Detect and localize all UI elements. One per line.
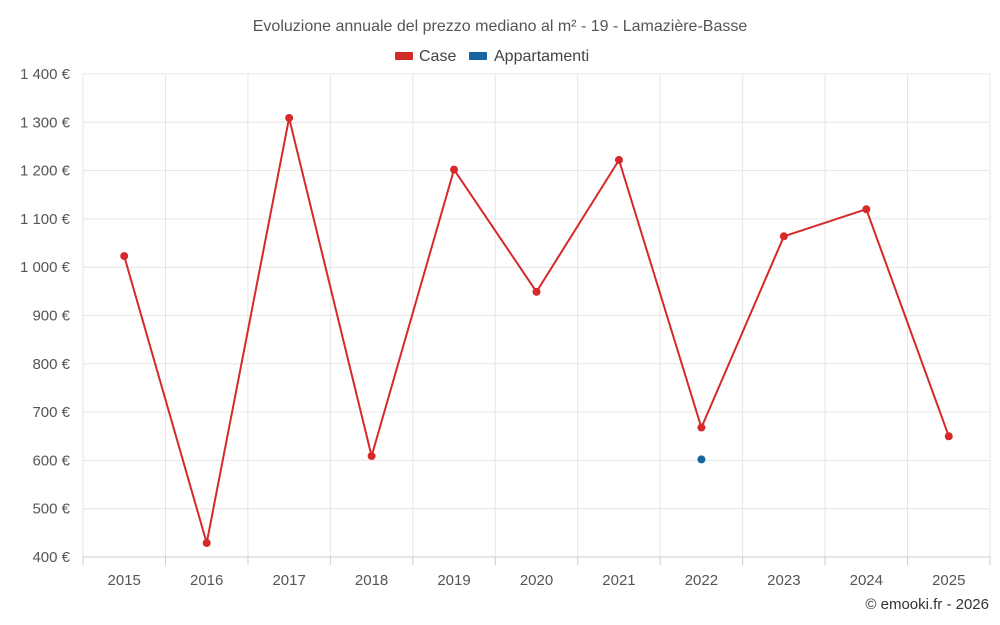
y-tick-label: 400 € [32, 549, 70, 566]
data-point-case[interactable] [367, 452, 376, 461]
x-tick-label: 2024 [850, 572, 883, 589]
y-tick-label: 1 100 € [20, 211, 71, 228]
data-point-case[interactable] [862, 205, 871, 214]
y-tick-label: 800 € [32, 356, 70, 373]
x-tick-label: 2021 [602, 572, 635, 589]
legend-label-case: Case [419, 48, 456, 65]
data-point-case[interactable] [120, 252, 129, 261]
y-axis: 400 € 500 € 600 € 700 € 800 € 900 € 1 000 € 1 1… [20, 66, 71, 566]
y-tick-label: 500 € [32, 501, 70, 518]
legend-swatch-appartamenti [469, 52, 487, 60]
legend-swatch-case [395, 52, 413, 60]
legend-item-case[interactable]: Case [395, 48, 456, 65]
x-tick-label: 2025 [932, 572, 965, 589]
x-tick-label: 2017 [272, 572, 305, 589]
y-tick-label: 1 400 € [20, 66, 71, 83]
y-tick-label: 1 300 € [20, 114, 71, 131]
data-point-case[interactable] [532, 287, 541, 296]
data-point-case[interactable] [285, 113, 294, 122]
y-tick-label: 1 000 € [20, 259, 71, 276]
y-tick-label: 1 200 € [20, 163, 71, 180]
x-tick-label: 2020 [520, 572, 553, 589]
x-tick-label: 2023 [767, 572, 800, 589]
x-tick-label: 2016 [190, 572, 223, 589]
legend-item-appartamenti[interactable]: Appartamenti [469, 48, 589, 65]
y-tick-label: 900 € [32, 308, 70, 325]
x-axis: 2015 2016 2017 2018 2019 2020 2021 2022 2023 2024… [82, 556, 991, 589]
data-point-case[interactable] [944, 432, 953, 441]
x-tick-label: 2015 [108, 572, 141, 589]
data-point-case[interactable] [779, 232, 788, 241]
y-tick-label: 600 € [32, 452, 70, 469]
data-point-case[interactable] [202, 538, 211, 547]
legend-label-appartamenti: Appartamenti [494, 48, 589, 65]
credit: © emooki.fr - 2026 [865, 596, 989, 613]
data-point-case[interactable] [697, 423, 706, 432]
legend[interactable]: Case Appartamenti [395, 48, 589, 65]
x-tick-label: 2018 [355, 572, 388, 589]
chart-title: Evoluzione annuale del prezzo mediano al… [253, 18, 748, 35]
data-point-case[interactable] [450, 165, 459, 174]
series [120, 113, 953, 547]
x-tick-label: 2022 [685, 572, 718, 589]
grid [82, 73, 991, 557]
x-tick-label: 2019 [437, 572, 470, 589]
data-point-case[interactable] [614, 155, 623, 164]
y-tick-label: 700 € [32, 404, 70, 421]
data-point-appartamenti[interactable] [697, 455, 706, 464]
